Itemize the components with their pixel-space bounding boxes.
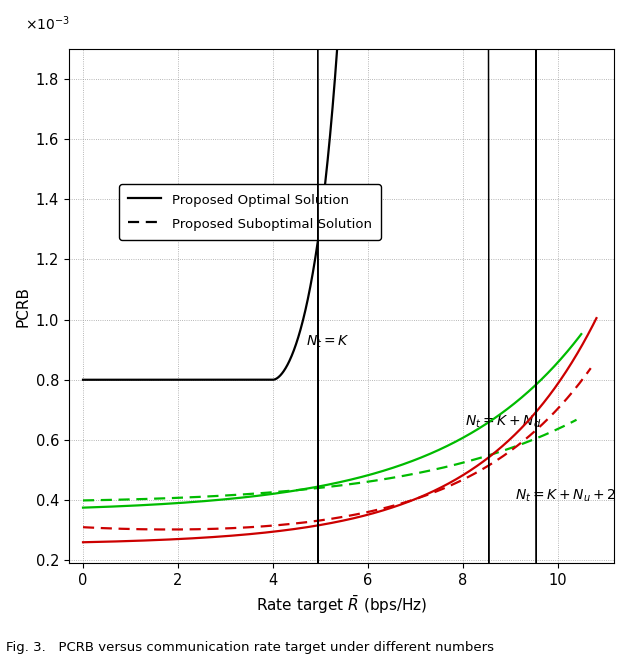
Text: Fig. 3.   PCRB versus communication rate target under different numbers: Fig. 3. PCRB versus communication rate t… [6,641,494,654]
Text: $N_t=K+N_d$: $N_t=K+N_d$ [465,414,541,430]
Y-axis label: PCRB: PCRB [15,286,30,327]
Text: $N_t=K+N_u+2$: $N_t=K+N_u+2$ [515,487,616,504]
Text: $N_t=K$: $N_t=K$ [306,334,349,350]
Text: $\times10^{-3}$: $\times10^{-3}$ [25,14,70,34]
X-axis label: Rate target $\bar{R}$ (bps/Hz): Rate target $\bar{R}$ (bps/Hz) [256,593,428,616]
Legend: Proposed Optimal Solution, Proposed Suboptimal Solution: Proposed Optimal Solution, Proposed Subo… [119,184,381,240]
